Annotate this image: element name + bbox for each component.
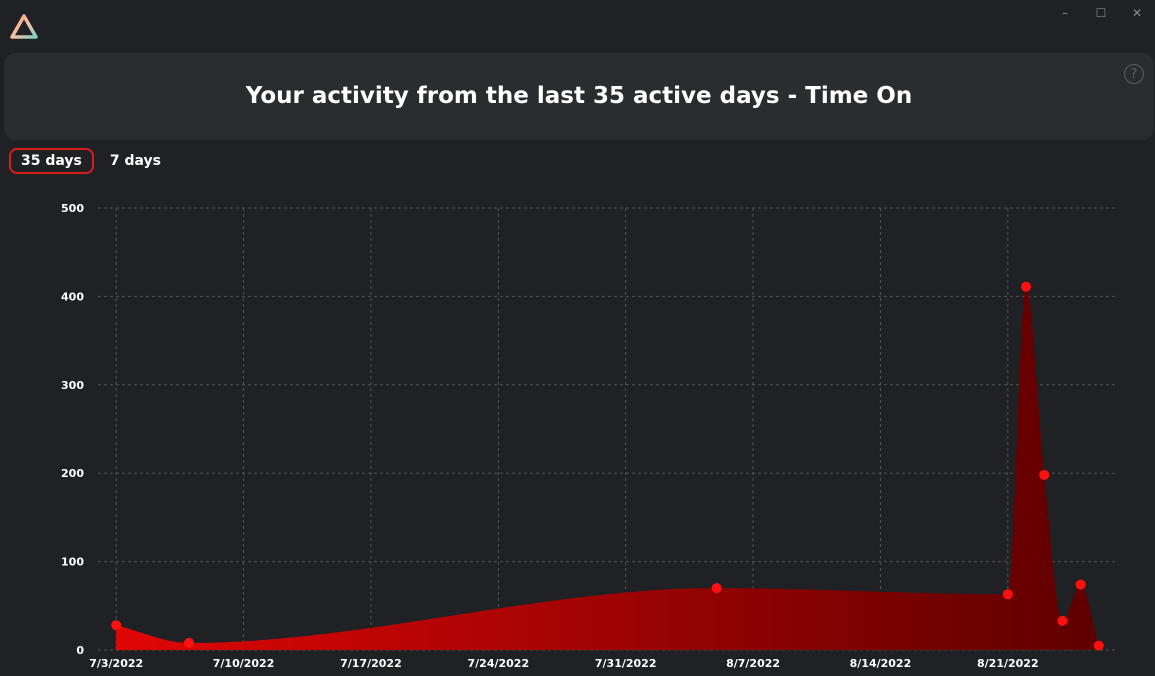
y-tick-label: 400 — [61, 290, 84, 303]
x-tick-label: 7/31/2022 — [595, 657, 657, 670]
data-point — [1002, 589, 1013, 600]
minimize-icon: – — [1062, 6, 1068, 20]
x-tick-label: 7/3/2022 — [89, 657, 143, 670]
window-controls: – ☐ ✕ — [1047, 0, 1155, 30]
header-panel: Your activity from the last 35 active da… — [4, 53, 1154, 140]
activity-chart: 0 100 200 300 400 500 7/3/2022 7/10/2022 7/17/20… — [61, 202, 1117, 670]
y-tick-label: 200 — [61, 467, 84, 480]
x-tick-label: 8/14/2022 — [850, 657, 912, 670]
tab-7-days[interactable]: 7 days — [109, 153, 161, 169]
minimize-button[interactable]: – — [1047, 0, 1083, 26]
tab-35-days[interactable]: 35 days — [9, 148, 94, 174]
data-point — [1057, 615, 1068, 626]
data-point — [111, 620, 122, 631]
x-tick-label: 7/17/2022 — [340, 657, 402, 670]
maximize-button[interactable]: ☐ — [1083, 0, 1119, 26]
activity-area — [116, 286, 1099, 650]
close-icon: ✕ — [1131, 6, 1143, 20]
help-icon[interactable]: ? — [1124, 64, 1144, 84]
x-tick-label: 7/24/2022 — [468, 657, 530, 670]
data-point — [183, 637, 194, 648]
data-point — [1039, 469, 1050, 480]
x-tick-label: 8/21/2022 — [977, 657, 1039, 670]
x-tick-label: 8/7/2022 — [726, 657, 780, 670]
maximize-icon: ☐ — [1095, 6, 1107, 20]
data-point — [711, 583, 722, 594]
close-button[interactable]: ✕ — [1119, 0, 1155, 26]
y-tick-label: 100 — [61, 556, 84, 569]
x-tick-label: 7/10/2022 — [213, 657, 275, 670]
data-point — [1093, 640, 1104, 651]
y-tick-label: 0 — [76, 644, 84, 657]
data-point — [1021, 281, 1032, 292]
app-logo-icon — [10, 14, 38, 39]
y-tick-label: 500 — [61, 202, 84, 215]
range-tabs: 35 days 7 days — [9, 148, 173, 174]
data-point — [1075, 579, 1086, 590]
y-tick-label: 300 — [61, 379, 84, 392]
page-title: Your activity from the last 35 active da… — [245, 83, 913, 109]
